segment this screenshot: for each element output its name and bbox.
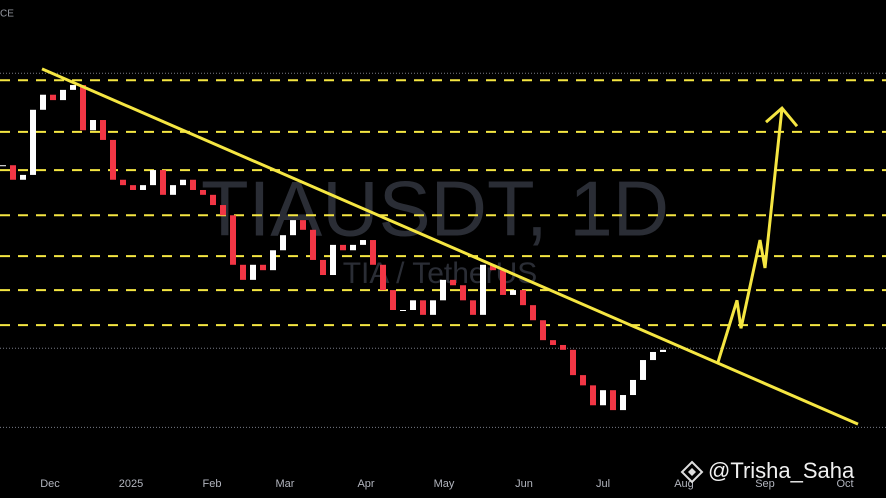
x-tick-label: May: [434, 478, 455, 490]
candle: [310, 229, 316, 260]
candle: [580, 375, 586, 386]
candle: [650, 351, 656, 361]
candle: [410, 300, 416, 310]
candle: [380, 264, 386, 291]
candle: [230, 215, 236, 265]
candle: [140, 185, 146, 190]
candle: [110, 139, 116, 180]
watermark-title: TIAUSDT, 1D: [201, 165, 669, 253]
candle: [20, 174, 26, 180]
candle: [620, 395, 626, 411]
candle: [420, 300, 426, 315]
candle: [630, 379, 636, 396]
candle: [300, 220, 306, 230]
candle: [150, 170, 156, 186]
candle: [220, 205, 226, 216]
candle: [330, 244, 336, 276]
candle: [250, 264, 256, 280]
candle: [360, 240, 366, 245]
candle: [90, 120, 96, 131]
x-tick-label: Apr: [357, 478, 374, 490]
candle: [240, 264, 246, 280]
x-tick-label: Mar: [276, 478, 295, 490]
candle: [500, 270, 506, 295]
candle: [350, 244, 356, 251]
candle: [440, 279, 446, 301]
x-tick-label: Sep: [755, 478, 775, 490]
candle: [610, 390, 616, 411]
candle: [60, 89, 66, 101]
candle: [130, 185, 136, 190]
projection-path: [716, 108, 784, 363]
logo: [680, 460, 704, 484]
candle: [450, 279, 456, 286]
x-tick-label: 2025: [119, 478, 143, 490]
candle: [560, 344, 566, 350]
candle: [540, 320, 546, 341]
plot: [0, 67, 886, 428]
x-tick-label: Feb: [203, 478, 222, 490]
candle: [10, 165, 16, 180]
candle: [200, 189, 206, 195]
candle: [430, 300, 436, 315]
x-tick-label: Aug: [674, 478, 694, 490]
candle: [260, 264, 266, 271]
candle: [170, 185, 176, 195]
candle: [180, 179, 186, 186]
candle: [210, 194, 216, 206]
logo-icon: [680, 460, 704, 484]
candle: [0, 165, 6, 167]
candle: [30, 109, 36, 175]
x-tick-label: Jul: [596, 478, 610, 490]
candle: [370, 240, 376, 265]
candle: [100, 120, 106, 140]
candle: [50, 94, 56, 101]
candle: [590, 385, 596, 406]
candle: [570, 349, 576, 376]
candle: [290, 220, 296, 236]
x-tick-label: Dec: [40, 478, 60, 490]
trend-line: [41, 67, 859, 426]
author-watermark: @Trisha_Saha: [708, 458, 855, 483]
candle: [190, 179, 196, 190]
candle: [400, 310, 406, 311]
candle: [270, 250, 276, 271]
candle: [660, 349, 666, 352]
candle: [490, 264, 496, 271]
candle: [160, 170, 166, 195]
candle: [550, 340, 556, 345]
candle: [120, 179, 126, 186]
candle: [640, 360, 646, 380]
candle: [530, 305, 536, 321]
candle: [70, 85, 76, 90]
x-tick-label: Jun: [515, 478, 533, 490]
candle: [510, 290, 516, 295]
candle: [40, 94, 46, 110]
candle: [470, 300, 476, 315]
x-tick-label: Oct: [836, 478, 853, 490]
candle: [600, 390, 606, 406]
arrow-head: [765, 106, 799, 128]
candle: [80, 85, 86, 131]
candle: [320, 259, 326, 276]
candle: [280, 235, 286, 251]
candle: [340, 244, 346, 251]
candle: [390, 290, 396, 310]
candle: [460, 285, 466, 301]
candle: [480, 264, 486, 315]
candle: [520, 290, 526, 306]
corner-text: CE: [0, 9, 14, 20]
logo-icon: [688, 468, 696, 476]
